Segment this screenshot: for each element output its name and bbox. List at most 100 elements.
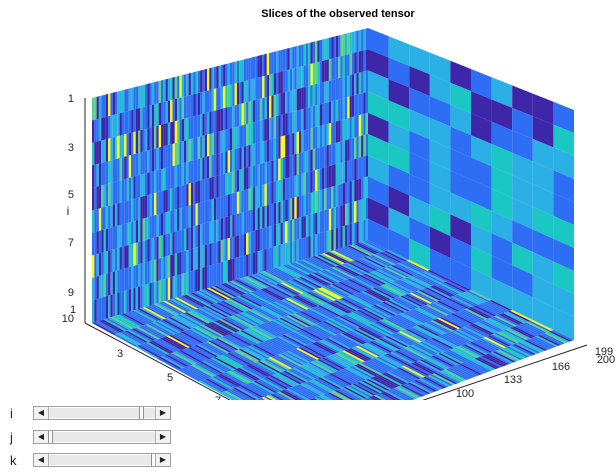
left-slice-cell: [280, 49, 283, 72]
bottom-slice-cell: [415, 343, 439, 355]
left-slice-cell: [142, 173, 145, 197]
slider-k-left-arrow-icon[interactable]: ◀: [34, 454, 49, 466]
bottom-slice-cell: [147, 305, 171, 318]
slider-j-thumb[interactable]: [48, 431, 53, 443]
bottom-slice-cell: [159, 319, 183, 332]
left-slice-cell: [271, 95, 274, 118]
slider-j-track[interactable]: [49, 432, 157, 442]
i-tick-label: 10: [62, 313, 74, 325]
plot-area[interactable]: Slices of the observed tensor 1 3 5 7 9 10 1 3 5…: [0, 0, 616, 400]
left-slice-cell: [170, 143, 173, 167]
slider-i-left-arrow-icon[interactable]: ◀: [34, 407, 49, 419]
bottom-slice-cell: [339, 333, 363, 346]
bottom-slice-cell: [159, 337, 184, 351]
bottom-slice-cell: [402, 312, 426, 324]
left-slice-cell: [333, 36, 336, 59]
left-slice-cell: [301, 173, 304, 196]
slider-j[interactable]: ◀ ▶: [33, 430, 171, 444]
bottom-slice-cell: [343, 314, 367, 326]
left-slice-cell: [110, 271, 113, 296]
bottom-slice-cell: [280, 265, 304, 277]
left-slice-cell: [363, 71, 366, 93]
j-tick-label: 1: [70, 304, 76, 316]
left-slice-cell: [303, 172, 306, 195]
slider-i-thumb[interactable]: [138, 407, 144, 419]
left-slice-cell: [324, 188, 327, 211]
left-slice-cell: [296, 239, 299, 262]
bottom-slice-cell: [542, 333, 566, 345]
left-slice-cell: [92, 299, 95, 323]
left-slice-cell: [117, 202, 120, 226]
left-slice-cell: [296, 174, 299, 197]
bottom-slice-cell: [241, 366, 266, 379]
left-slice-cell: [340, 98, 343, 121]
left-slice-cell: [128, 199, 132, 223]
bottom-slice-cell: [166, 335, 191, 348]
bottom-slice-cell: [188, 293, 212, 306]
left-slice-cell: [138, 219, 141, 243]
bottom-slice-cell: [305, 257, 329, 270]
bottom-slice-cell: [313, 324, 338, 336]
slider-j-right-arrow-icon[interactable]: ▶: [155, 431, 170, 443]
slider-k[interactable]: ◀ ▶: [33, 453, 171, 467]
slider-i-track[interactable]: [49, 408, 157, 418]
bottom-slice-cell: [479, 356, 503, 368]
left-slice-cell: [326, 144, 329, 167]
left-slice-cell: [154, 214, 157, 238]
slider-j-left-arrow-icon[interactable]: ◀: [34, 431, 49, 443]
bottom-slice-cell: [349, 294, 373, 307]
slider-i[interactable]: ◀ ▶: [33, 406, 171, 420]
left-slice-cell: [333, 164, 336, 187]
left-slice-cell: [349, 95, 352, 118]
bottom-slice-cell: [415, 361, 439, 373]
left-slice-cell: [156, 280, 159, 304]
bottom-slice-cell: [324, 285, 348, 298]
left-slice-cell: [333, 57, 336, 80]
bottom-slice-cell: [468, 306, 492, 318]
left-slice-cell: [333, 121, 336, 144]
left-slice-cell: [211, 154, 214, 178]
bottom-slice-cell: [338, 315, 362, 328]
bottom-slice-cell: [214, 320, 239, 333]
bottom-slice-cell: [377, 286, 401, 298]
right-slice-cell: [471, 179, 492, 211]
right-slice-cell: [553, 238, 574, 271]
bottom-slice-cell: [364, 397, 371, 400]
left-slice-cell: [246, 167, 249, 190]
bottom-slice-cell: [358, 275, 382, 287]
bottom-slice-cell: [234, 368, 259, 381]
left-slice-cell: [188, 139, 191, 162]
left-slice-cell: [140, 129, 143, 153]
bottom-slice-cell: [205, 378, 229, 391]
slider-k-right-arrow-icon[interactable]: ▶: [155, 454, 170, 466]
bottom-slice-cell: [276, 373, 300, 386]
bottom-slice-cell: [315, 378, 340, 391]
bottom-slice-cell: [322, 286, 346, 298]
tensor-slice-plot[interactable]: Slices of the observed tensor 1357910135…: [0, 0, 616, 400]
left-slice-cell: [94, 254, 97, 278]
slider-i-right-arrow-icon[interactable]: ▶: [155, 407, 170, 419]
bottom-slice-cell: [221, 318, 245, 331]
left-slice-cell: [246, 80, 249, 103]
bottom-slice-cell: [216, 302, 240, 314]
bottom-slice-cell: [517, 324, 540, 336]
bottom-slice-cell: [253, 380, 278, 394]
left-slice-cell: [236, 235, 240, 258]
bottom-slice-cell: [126, 311, 151, 325]
bottom-slice-cell: [198, 325, 223, 338]
left-slice-cell: [115, 113, 118, 137]
bottom-slice-cell: [196, 326, 220, 339]
slider-k-track[interactable]: [49, 455, 157, 465]
left-slice-cell: [151, 104, 155, 128]
bottom-slice-cell: [417, 360, 442, 372]
left-slice-cell: [158, 102, 161, 126]
bottom-slice-cell: [428, 320, 452, 333]
bottom-slice-cell: [444, 350, 468, 362]
bottom-slice-cell: [210, 321, 234, 334]
left-slice-cell: [285, 199, 288, 222]
left-slice-cell: [92, 209, 95, 233]
bottom-slice-cell: [96, 320, 121, 334]
left-slice-cell: [98, 95, 102, 119]
left-slice-cell: [285, 177, 288, 201]
bottom-slice-cell: [329, 284, 353, 296]
